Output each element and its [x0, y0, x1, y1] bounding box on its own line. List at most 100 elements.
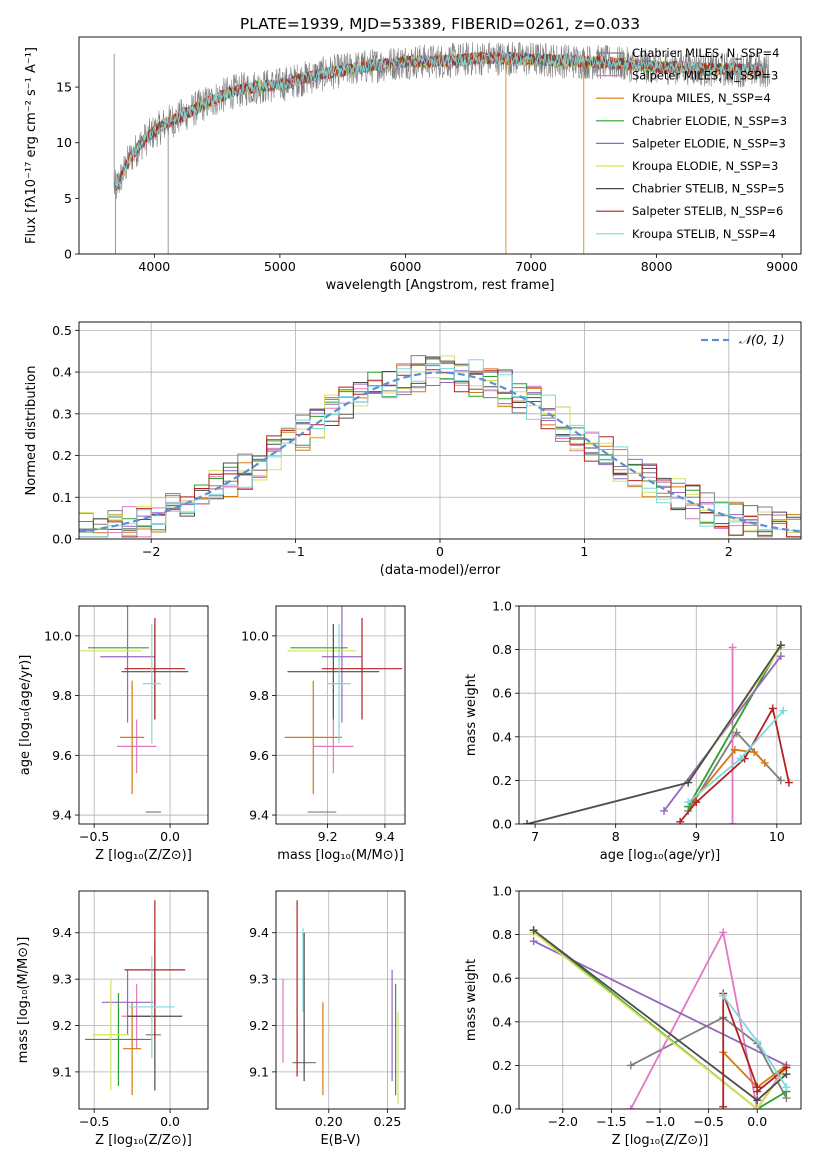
y-tick-label: 9.3: [249, 972, 269, 987]
spectrum-series-8: [115, 50, 765, 190]
weight-series-5: [533, 931, 788, 1109]
axes-frame: [78, 890, 209, 1110]
legend-label-normal: 𝒩(0, 1): [739, 332, 785, 347]
weight-marker-2: [730, 745, 739, 754]
x-tick-label: 1: [580, 544, 588, 559]
x-axis-label: Z [log₁₀(Z/Z⊙)]: [95, 1133, 192, 1148]
y-tick-label: 10.0: [44, 628, 72, 643]
plot-area-residuals: [79, 322, 801, 539]
legend-label-5: Kroupa ELODIE, N_SSP=3: [632, 159, 778, 173]
legend-label-8: Kroupa STELIB, N_SSP=4: [632, 227, 776, 241]
legend-label-6: Chabrier STELIB, N_SSP=5: [632, 182, 784, 196]
x-tick-label: 0.0: [160, 1114, 180, 1129]
y-tick-label: 0.8: [492, 927, 512, 942]
plot-area-spectrum: [113, 41, 770, 254]
axes-frame: [518, 605, 802, 825]
x-tick-label: −1: [286, 544, 304, 559]
x-tick-label: −2: [142, 544, 160, 559]
y-tick-label: 5: [64, 191, 72, 206]
x-tick-label: 8000: [641, 259, 673, 274]
weight-marker-2: [760, 758, 769, 767]
legend-label-3: Chabrier ELODIE, N_SSP=3: [632, 114, 787, 128]
y-tick-label: 9.2: [249, 1018, 269, 1033]
weight-series-2: [687, 748, 766, 808]
weight-marker-7: [676, 817, 685, 824]
weight-marker-6: [776, 641, 785, 650]
weight-marker-0: [776, 776, 785, 785]
weight-marker-0: [626, 1061, 635, 1070]
y-tick-label: 1.0: [492, 599, 512, 614]
axes-frame: [275, 890, 406, 1110]
legend-label-4: Salpeter ELODIE, N_SSP=3: [632, 136, 786, 150]
panel-mass-vs-Z: −0.5 0.0 9.1 9.2 9.3 9.4 Z [log₁₀(Z/Z⊙)] mass […: [16, 890, 209, 1148]
plot-area-age-vs-Z: [79, 606, 208, 824]
x-tick-label: 8: [612, 829, 620, 844]
weight-marker-4: [529, 937, 538, 946]
y-tick-label: 0: [64, 247, 72, 262]
panel-mass-vs-ebv: 0.20 0.25 9.1 9.2 9.3 9.4 E(B-V): [249, 890, 406, 1148]
x-tick-label: 0.25: [373, 1114, 401, 1129]
weight-series-3: [687, 644, 782, 808]
weight-marker-8: [736, 754, 745, 763]
axes-frame: [275, 605, 406, 825]
x-tick-label: −0.5: [79, 1114, 109, 1129]
y-tick-label: 9.4: [249, 925, 269, 940]
axes-frame: [78, 36, 802, 255]
panel-spectrum: 4000 5000 6000 7000 8000 9000 0 5 10 15 wavelength…: [24, 36, 802, 293]
axes-frame: [78, 605, 209, 825]
x-tick-label: 9000: [766, 259, 798, 274]
axes-frame: [518, 890, 802, 1110]
y-tick-label: 9.8: [249, 688, 269, 703]
plot-area-massweight-vs-Z: [519, 891, 801, 1109]
weight-marker-7: [782, 1063, 791, 1072]
y-tick-label: 0.4: [492, 1014, 512, 1029]
x-tick-label: 2: [725, 544, 733, 559]
y-tick-label: 9.4: [52, 925, 72, 940]
weight-marker-8: [719, 991, 728, 1000]
x-tick-label: 0.0: [160, 829, 180, 844]
x-tick-label: 9.4: [375, 829, 395, 844]
weight-marker-6: [753, 1096, 762, 1105]
y-tick-label: 9.4: [249, 808, 269, 823]
y-axis-label: mass [log₁₀(M/M⊙)]: [16, 937, 31, 1064]
plot-area-age-vs-mass: [276, 606, 405, 824]
x-axis-label: (data-model)/error: [380, 563, 501, 578]
figure-title: PLATE=1939, MJD=53389, FIBERID=0261, z=0…: [240, 15, 640, 33]
weight-marker-5: [753, 1105, 762, 1109]
y-tick-label: 10.0: [241, 628, 269, 643]
x-tick-label: 9.2: [318, 829, 338, 844]
y-axis-label: Flux [fλ10⁻¹⁷ erg cm⁻² s⁻¹ A⁻¹]: [24, 47, 39, 244]
x-tick-label: 0: [436, 544, 444, 559]
weight-marker-4: [660, 806, 669, 815]
weight-marker-6: [684, 778, 693, 787]
x-axis-label: Z [log₁₀(Z/Z⊙)]: [95, 848, 192, 863]
panel-age-vs-Z: −0.5 0.0 9.4 9.6 9.8 10.0 Z [log₁₀(Z/Z⊙)] age […: [18, 605, 209, 863]
x-axis-label: wavelength [Angstrom, rest frame]: [326, 278, 555, 293]
weight-marker-8: [782, 1083, 791, 1092]
y-axis-label: mass weight: [464, 959, 479, 1041]
panels: 4000 5000 6000 7000 8000 9000051015wavelength…: [16, 36, 802, 1148]
legend-label-0: Chabrier MILES, N_SSP=4: [632, 46, 779, 60]
y-tick-label: 0.2: [52, 448, 72, 463]
weight-marker-1: [728, 820, 737, 824]
y-tick-label: 0.1: [52, 490, 72, 505]
y-tick-label: 9.2: [52, 1018, 72, 1033]
weight-marker-7: [692, 798, 701, 807]
x-tick-label: 0.0: [747, 1114, 767, 1129]
x-tick-label: 7: [531, 829, 539, 844]
weight-series-3: [533, 929, 787, 1109]
x-tick-label: 7000: [515, 259, 547, 274]
y-tick-label: 0.0: [492, 817, 512, 832]
weight-marker-7: [784, 778, 793, 787]
weight-marker-8: [779, 706, 788, 715]
x-axis-label: E(B-V): [320, 1133, 360, 1148]
y-tick-label: 0.4: [52, 365, 72, 380]
x-tick-label: −0.5: [79, 829, 109, 844]
histogram-series-4: [79, 355, 801, 538]
legend-label-7: Salpeter STELIB, N_SSP=6: [632, 204, 783, 218]
y-tick-label: 0.8: [492, 642, 512, 657]
weight-marker-0: [732, 728, 741, 737]
weight-marker-6: [529, 926, 538, 935]
y-tick-label: 0.6: [492, 686, 512, 701]
y-tick-label: 9.8: [52, 688, 72, 703]
